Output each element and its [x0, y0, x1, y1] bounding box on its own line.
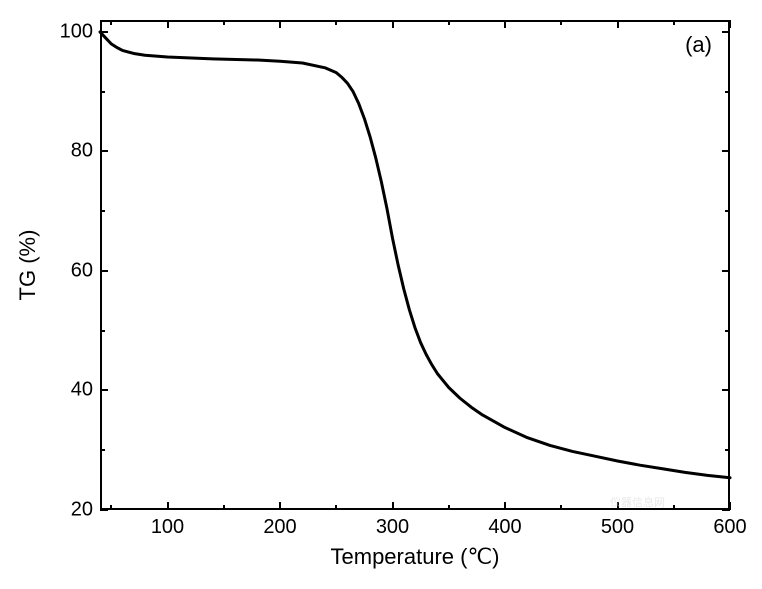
x-tick-label: 100 — [151, 516, 184, 539]
y-tick-label: 100 — [45, 20, 93, 43]
x-axis-label: Temperature (℃) — [331, 544, 500, 570]
x-tick-label: 600 — [713, 516, 746, 539]
x-tick-label: 500 — [601, 516, 634, 539]
y-tick-label: 80 — [45, 140, 93, 163]
x-tick-label: 400 — [488, 516, 521, 539]
tg-curve — [0, 0, 762, 589]
panel-label: (a) — [685, 32, 712, 58]
y-tick-label: 40 — [45, 379, 93, 402]
x-tick-label: 300 — [376, 516, 409, 539]
tg-chart: 100 200 300 400 500 600 20 40 60 80 100 Temperatur… — [0, 0, 762, 589]
y-tick-label: 60 — [45, 259, 93, 282]
x-tick-label: 200 — [263, 516, 296, 539]
y-axis-label: TG (%) — [15, 230, 41, 301]
y-tick-label: 20 — [45, 499, 93, 522]
tg-series-path — [100, 32, 730, 478]
